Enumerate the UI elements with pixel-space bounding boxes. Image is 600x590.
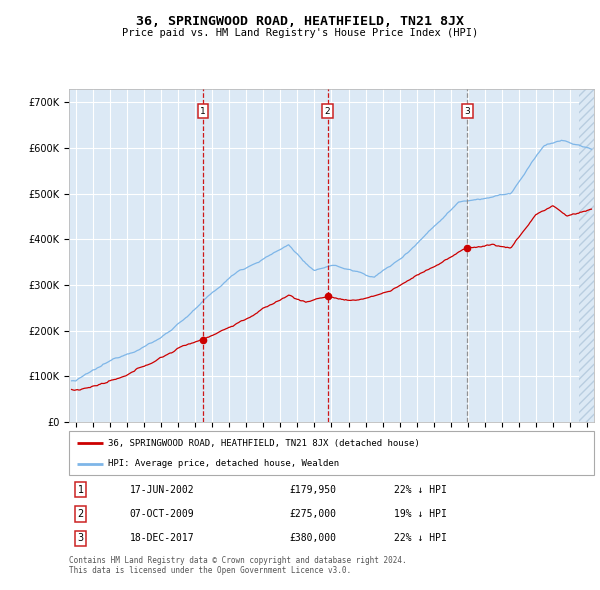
Text: 36, SPRINGWOOD ROAD, HEATHFIELD, TN21 8JX: 36, SPRINGWOOD ROAD, HEATHFIELD, TN21 8J… — [136, 15, 464, 28]
Text: 22% ↓ HPI: 22% ↓ HPI — [395, 485, 448, 494]
Text: 07-OCT-2009: 07-OCT-2009 — [130, 509, 194, 519]
Text: 2: 2 — [325, 107, 331, 116]
Text: 2: 2 — [77, 509, 83, 519]
Text: 1: 1 — [200, 107, 206, 116]
Text: £179,950: £179,950 — [290, 485, 337, 494]
Text: 3: 3 — [77, 533, 83, 543]
Text: 22% ↓ HPI: 22% ↓ HPI — [395, 533, 448, 543]
FancyBboxPatch shape — [69, 431, 594, 475]
Text: This data is licensed under the Open Government Licence v3.0.: This data is licensed under the Open Gov… — [69, 566, 351, 575]
Text: 19% ↓ HPI: 19% ↓ HPI — [395, 509, 448, 519]
Text: Contains HM Land Registry data © Crown copyright and database right 2024.: Contains HM Land Registry data © Crown c… — [69, 556, 407, 565]
Text: 36, SPRINGWOOD ROAD, HEATHFIELD, TN21 8JX (detached house): 36, SPRINGWOOD ROAD, HEATHFIELD, TN21 8J… — [109, 438, 420, 448]
Text: Price paid vs. HM Land Registry's House Price Index (HPI): Price paid vs. HM Land Registry's House … — [122, 28, 478, 38]
Text: 3: 3 — [464, 107, 470, 116]
Text: 1: 1 — [77, 485, 83, 494]
Text: 17-JUN-2002: 17-JUN-2002 — [130, 485, 194, 494]
Text: £275,000: £275,000 — [290, 509, 337, 519]
Text: £380,000: £380,000 — [290, 533, 337, 543]
Text: HPI: Average price, detached house, Wealden: HPI: Average price, detached house, Weal… — [109, 460, 340, 468]
Text: 18-DEC-2017: 18-DEC-2017 — [130, 533, 194, 543]
